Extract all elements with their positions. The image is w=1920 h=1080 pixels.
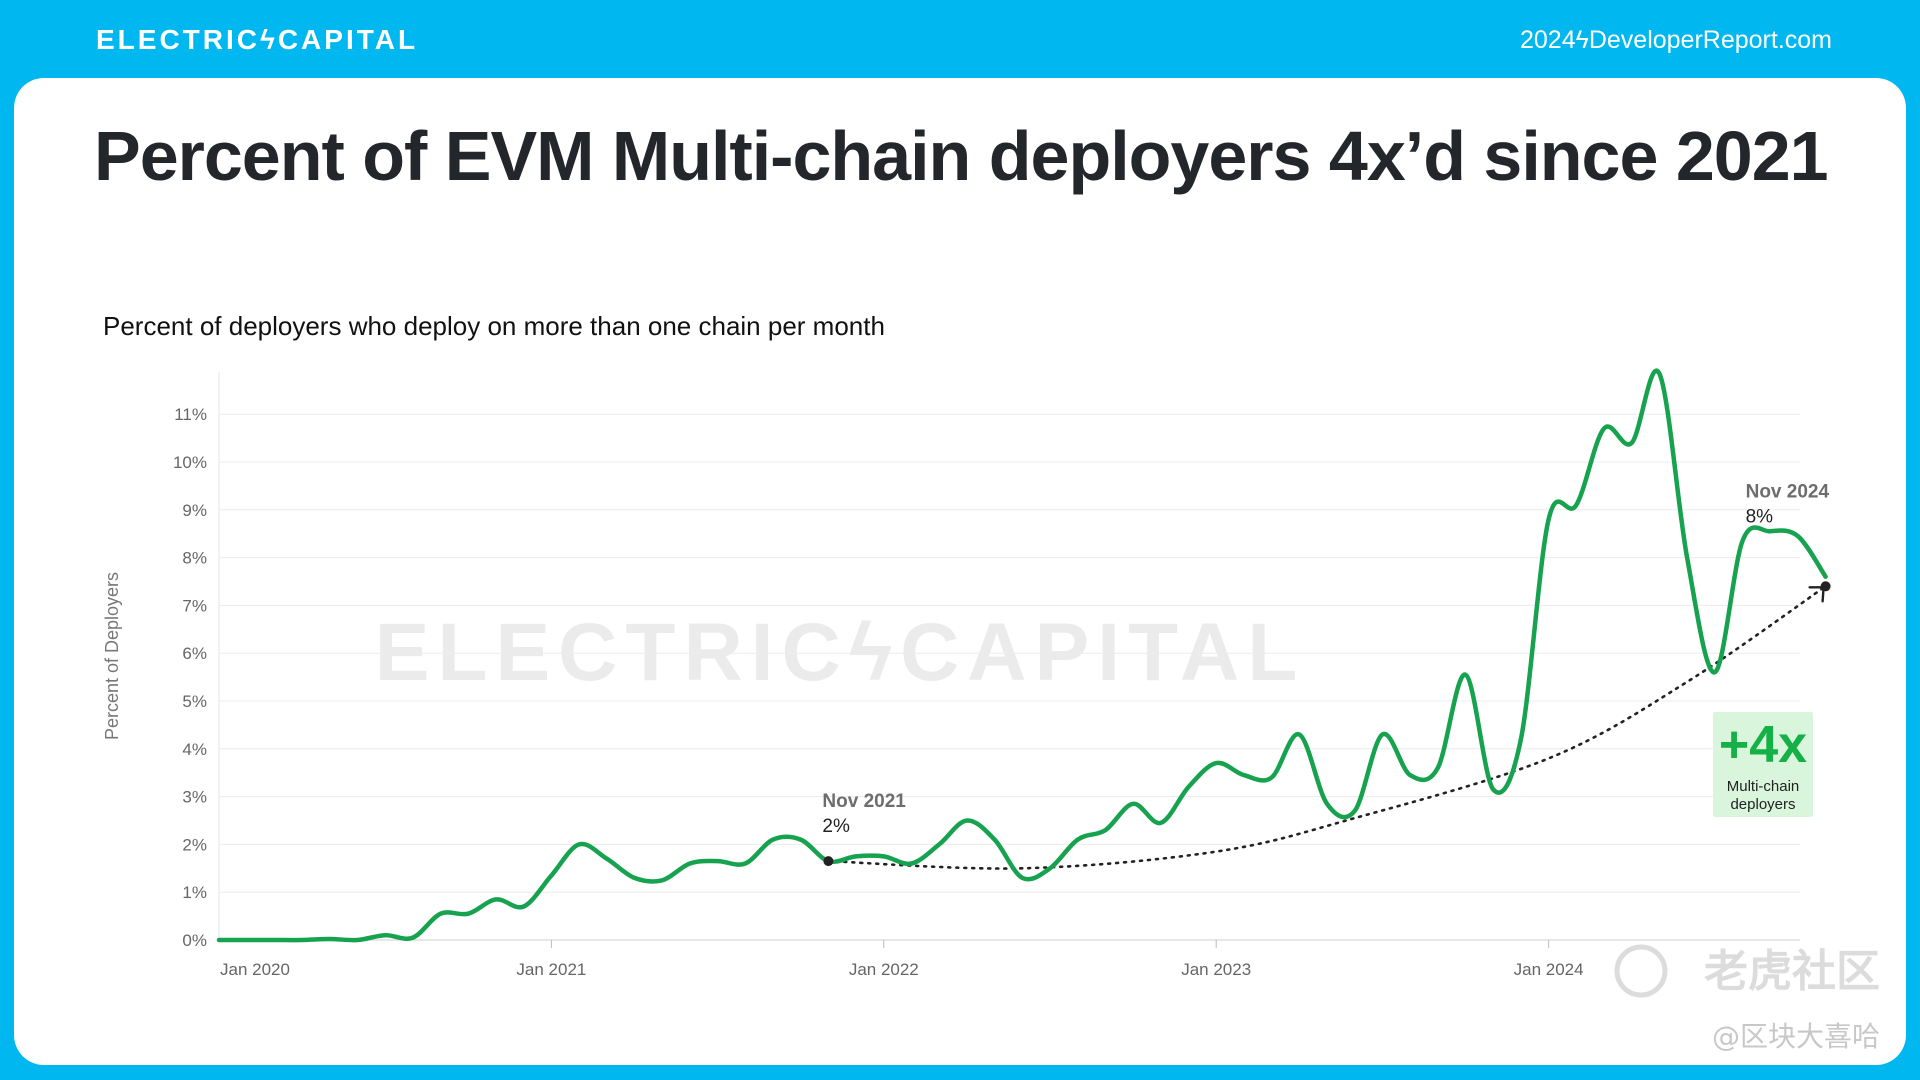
- x-tick-label: Jan 2024: [1514, 960, 1584, 979]
- top-banner: ELECTRICϟCAPITAL 2024ϟDeveloperReport.co…: [0, 0, 1920, 78]
- brand-logo: ELECTRICϟCAPITAL: [96, 24, 419, 55]
- y-tick-label: 2%: [182, 835, 207, 854]
- corner-watermark-sub: @区块大喜哈: [1712, 1020, 1880, 1053]
- y-tick-label: 10%: [173, 453, 207, 472]
- chart-card: Percent of EVM Multi-chain deployers 4x’…: [14, 78, 1906, 1065]
- x-tick-label: Jan 2021: [516, 960, 586, 979]
- badge-multiplier: +4x: [1719, 716, 1807, 774]
- watermark: ELECTRICϟCAPITAL: [375, 607, 1306, 698]
- annotation-point: [823, 856, 834, 867]
- site-url: 2024ϟDeveloperReport.com: [1519, 26, 1832, 54]
- badge-label-line1: Multi-chain: [1727, 778, 1800, 795]
- badge-label-line2: deployers: [1730, 796, 1795, 813]
- annotation-date: Nov 2024: [1746, 481, 1830, 502]
- y-tick-label: 11%: [174, 405, 207, 424]
- badge-box: [1713, 712, 1813, 817]
- y-tick-label: 9%: [182, 501, 207, 520]
- annotation-point: [1820, 581, 1831, 592]
- x-tick-label: Jan 2023: [1181, 960, 1251, 979]
- x-tick-label: Jan 2022: [849, 960, 919, 979]
- y-tick-label: 4%: [182, 740, 207, 759]
- y-tick-label: 1%: [182, 883, 207, 902]
- y-tick-label: 0%: [182, 931, 207, 950]
- page-title: Percent of EVM Multi-chain deployers 4x’…: [94, 117, 1829, 195]
- y-tick-label: 6%: [182, 644, 207, 663]
- x-tick-label: Jan 2020: [220, 960, 290, 979]
- annotation-date: Nov 2021: [822, 791, 906, 812]
- y-tick-label: 5%: [182, 692, 207, 711]
- annotation-value: 8%: [1746, 506, 1774, 527]
- y-tick-label: 8%: [182, 549, 207, 568]
- chart-title: Percent of deployers who deploy on more …: [103, 311, 885, 341]
- y-axis-label: Percent of Deployers: [102, 572, 122, 740]
- trend-line: [827, 585, 1827, 870]
- corner-logo-icon: [1614, 944, 1668, 998]
- y-tick-label: 7%: [182, 596, 207, 615]
- annotation-value: 2%: [822, 816, 850, 837]
- corner-watermark: 老虎社区: [1704, 946, 1880, 997]
- y-tick-label: 3%: [182, 788, 207, 807]
- series-line: [216, 368, 1828, 943]
